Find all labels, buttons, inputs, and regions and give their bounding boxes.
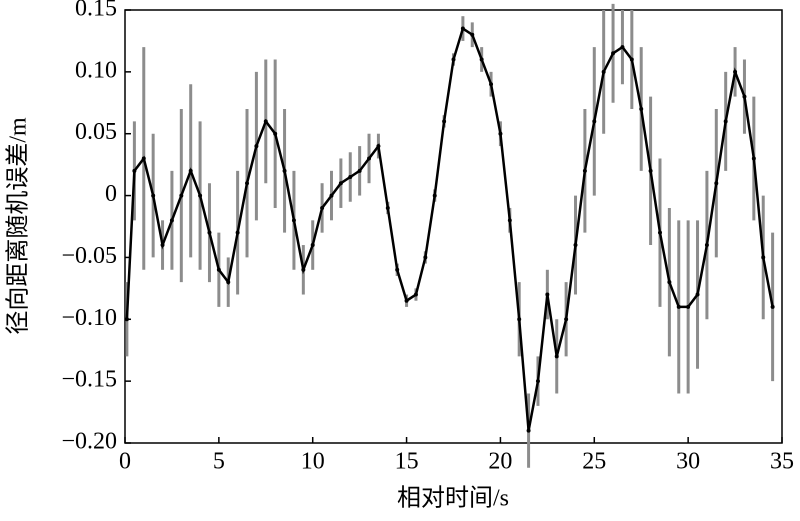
data-point	[601, 69, 606, 74]
data-point	[657, 230, 662, 235]
data-point	[385, 205, 390, 210]
x-tick-label: 20	[488, 449, 512, 475]
data-point	[141, 156, 146, 161]
data-point	[770, 304, 775, 309]
data-point	[489, 82, 494, 87]
y-tick-label: −0.20	[61, 429, 117, 455]
y-tick-label: 0.15	[75, 0, 117, 22]
data-point	[169, 218, 174, 223]
data-point	[160, 243, 165, 248]
data-point	[124, 317, 129, 322]
plot-frame	[124, 9, 783, 444]
data-point	[761, 255, 766, 260]
series-line	[125, 26, 774, 431]
data-point	[282, 168, 287, 173]
data-point	[226, 280, 231, 285]
data-point	[338, 181, 343, 186]
data-point	[573, 243, 578, 248]
data-point	[667, 280, 672, 285]
data-point	[470, 32, 475, 37]
x-tick-label: 30	[676, 449, 700, 475]
x-axis-label: 相对时间/s	[397, 485, 509, 512]
data-point	[423, 255, 428, 260]
y-tick-label: −0.10	[61, 305, 117, 331]
data-point	[357, 168, 362, 173]
y-tick-label: −0.15	[61, 367, 117, 393]
data-point	[245, 181, 250, 186]
y-axis-label: 径向距离随机误差/m	[5, 117, 32, 335]
data-point	[132, 168, 137, 173]
data-point	[723, 119, 728, 124]
data-point	[629, 57, 634, 62]
data-point	[291, 218, 296, 223]
data-point	[479, 57, 484, 62]
data-point	[413, 292, 418, 297]
data-point	[714, 181, 719, 186]
data-point	[620, 45, 625, 50]
x-tick-label: 15	[395, 449, 419, 475]
data-point	[367, 156, 372, 161]
y-tick-label: −0.05	[61, 243, 117, 269]
data-point	[198, 193, 203, 198]
data-point	[320, 205, 325, 210]
data-point	[151, 193, 156, 198]
data-point	[207, 230, 212, 235]
x-tick-label: 35	[770, 449, 794, 475]
data-point	[686, 304, 691, 309]
data-point	[639, 106, 644, 111]
data-point	[432, 193, 437, 198]
data-point	[216, 267, 221, 272]
data-point	[695, 292, 700, 297]
data-point	[179, 193, 184, 198]
data-point	[442, 119, 447, 124]
data-point	[733, 69, 738, 74]
data-point	[460, 26, 465, 31]
x-tick-label: 0	[119, 449, 131, 475]
y-tick-label: 0.05	[75, 119, 117, 145]
data-point	[254, 144, 259, 149]
y-tick-label: 0.10	[75, 57, 117, 83]
data-point	[517, 317, 522, 322]
data-point	[554, 354, 559, 359]
data-point	[535, 379, 540, 384]
data-point	[301, 267, 306, 272]
data-point	[611, 51, 616, 56]
data-point	[751, 156, 756, 161]
x-tick-label: 25	[582, 449, 606, 475]
data-point	[273, 131, 278, 136]
data-point	[310, 243, 315, 248]
data-point	[676, 304, 681, 309]
data-point	[507, 218, 512, 223]
x-tick-label: 10	[301, 449, 325, 475]
data-point	[404, 298, 409, 303]
data-point	[329, 193, 334, 198]
y-tick-label: 0	[105, 181, 117, 207]
x-tick-label: 5	[213, 449, 225, 475]
data-point	[498, 131, 503, 136]
data-point	[188, 168, 193, 173]
data-point	[582, 168, 587, 173]
data-point	[451, 57, 456, 62]
data-point	[592, 119, 597, 124]
data-point	[348, 175, 353, 180]
data-point	[263, 119, 268, 124]
data-point	[395, 267, 400, 272]
data-point	[742, 94, 747, 99]
data-point	[648, 168, 653, 173]
data-point	[235, 230, 240, 235]
data-point	[526, 428, 531, 433]
data-point	[564, 317, 569, 322]
data-point	[545, 292, 550, 297]
data-point	[704, 243, 709, 248]
data-point	[376, 144, 381, 149]
